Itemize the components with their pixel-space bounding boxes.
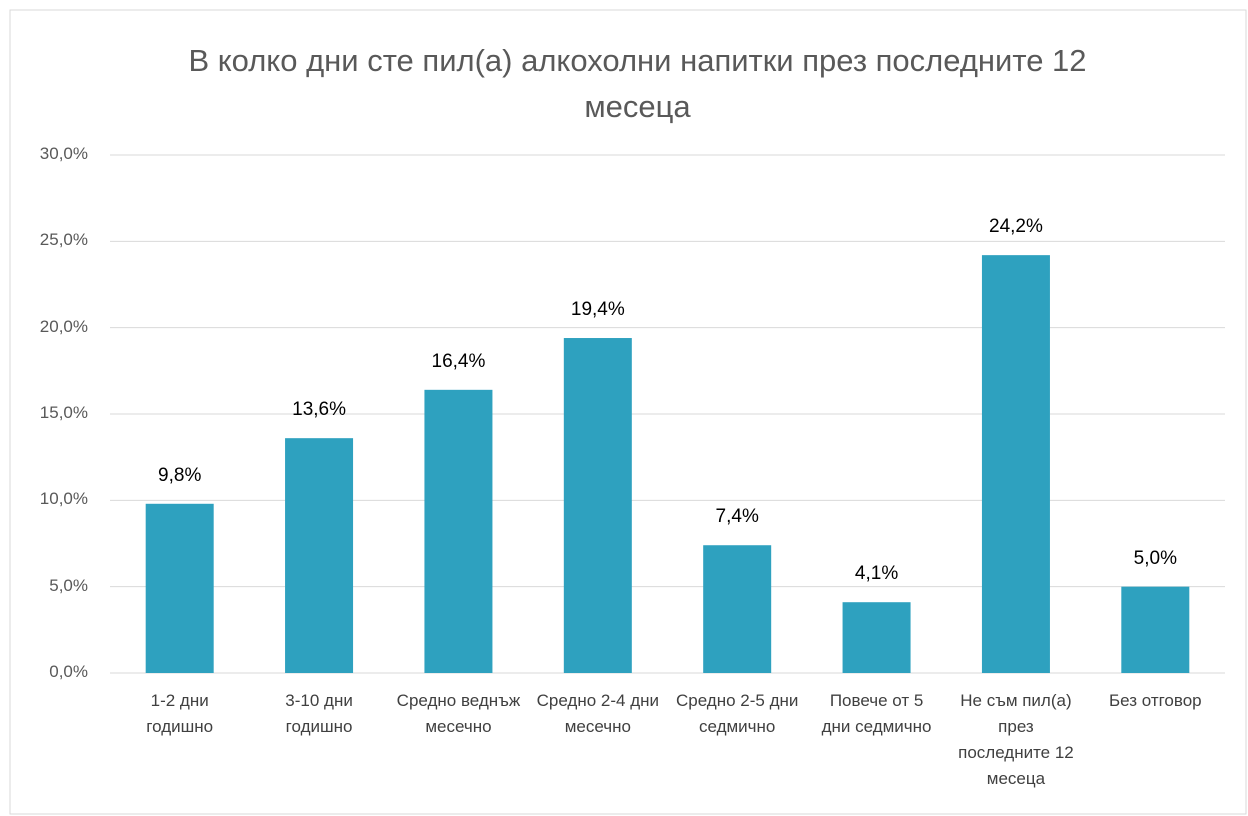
data-label: 13,6% bbox=[292, 399, 346, 421]
data-label: 9,8% bbox=[158, 464, 202, 486]
y-tick-label: 15,0% bbox=[39, 403, 88, 422]
bar bbox=[424, 389, 493, 673]
bar bbox=[703, 545, 772, 673]
bar bbox=[981, 255, 1050, 673]
y-tick-label: 5,0% bbox=[49, 575, 88, 595]
y-tick-label: 25,0% bbox=[39, 230, 88, 250]
data-label: 7,4% bbox=[715, 506, 759, 528]
y-tick-label: 0,0% bbox=[49, 662, 88, 681]
y-tick-label: 30,0% bbox=[39, 144, 88, 163]
bar bbox=[145, 503, 214, 673]
bar bbox=[285, 438, 354, 673]
bar bbox=[1121, 586, 1190, 673]
x-tick-label: 1-2 дни годишно bbox=[146, 691, 214, 736]
x-tick-label: Средно 2-5 дни седмично bbox=[675, 691, 799, 736]
chart-border bbox=[9, 9, 1247, 815]
x-tick-label: Повече от 5 дни седмично bbox=[821, 691, 932, 736]
data-label: 5,0% bbox=[1133, 547, 1177, 569]
x-tick-label: Средно 2-4 дни месечно bbox=[536, 691, 660, 736]
y-tick-label: 20,0% bbox=[39, 316, 88, 336]
x-tick-label: Без отговор bbox=[1108, 691, 1202, 710]
x-tick-label: Средно веднъж месечно bbox=[396, 691, 521, 736]
bar bbox=[842, 602, 911, 673]
x-tick-label: Не съм пил(а) през последните 12 месеца bbox=[958, 691, 1074, 788]
x-tick-label: 3-10 дни годишно bbox=[285, 691, 353, 736]
data-label: 4,1% bbox=[854, 563, 899, 585]
data-label: 24,2% bbox=[989, 216, 1043, 238]
y-tick-label: 10,0% bbox=[39, 489, 88, 509]
data-label: 16,4% bbox=[431, 350, 486, 372]
chart-title: В колко дни сте пил(а) алкохолни напитки… bbox=[188, 43, 1087, 124]
data-label: 19,4% bbox=[570, 299, 625, 321]
bar bbox=[563, 338, 632, 673]
